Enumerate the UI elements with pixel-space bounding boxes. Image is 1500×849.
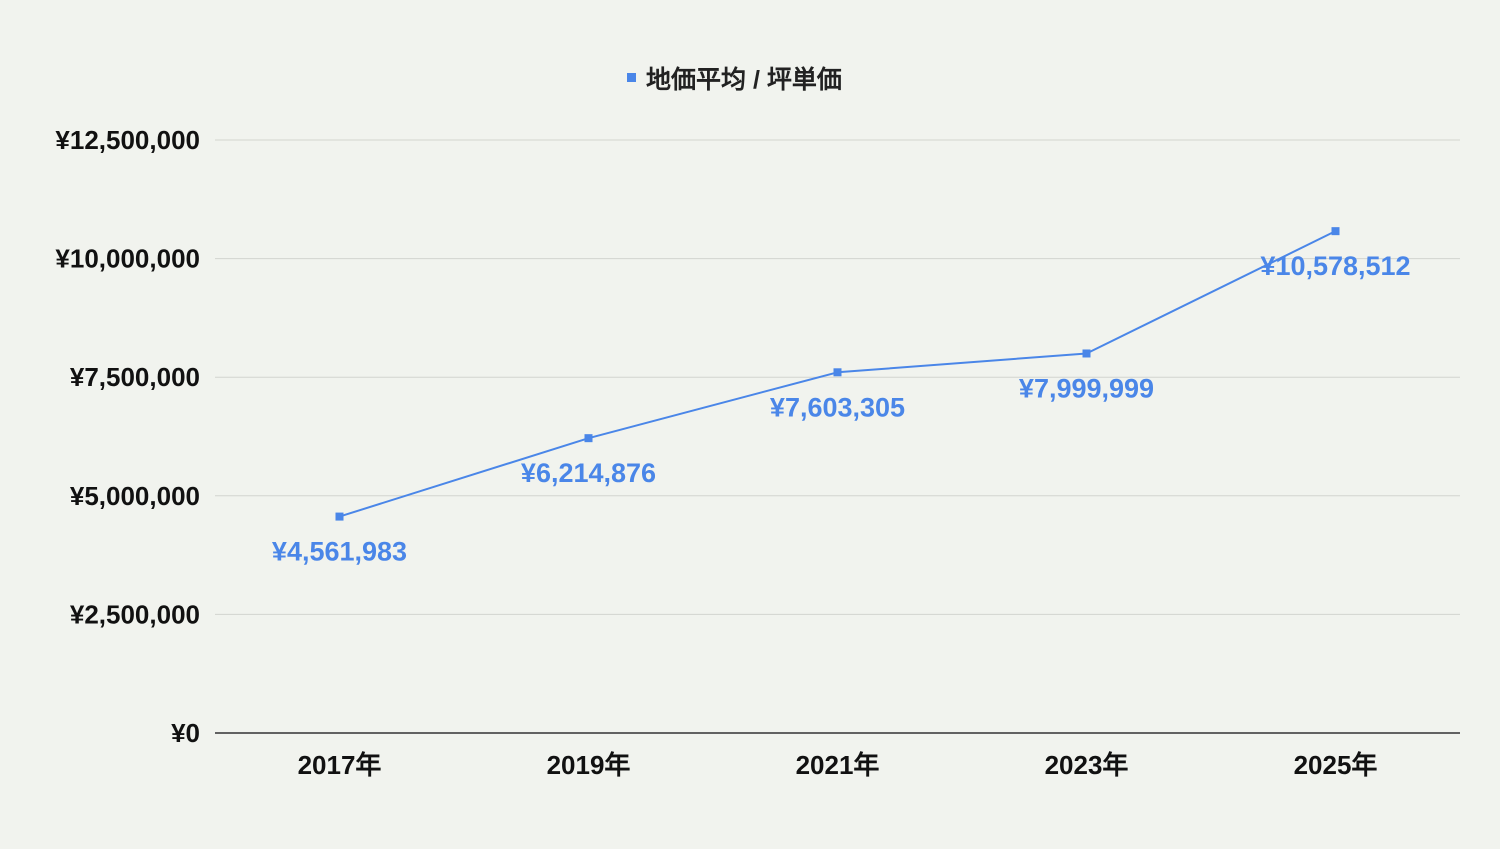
- legend: 地価平均 / 坪単価: [627, 65, 842, 94]
- y-tick-label: ¥2,500,000: [70, 599, 200, 629]
- data-label: ¥10,578,512: [1260, 251, 1410, 281]
- data-point-marker: [1082, 349, 1091, 358]
- data-label: ¥4,561,983: [272, 537, 407, 567]
- data-label: ¥7,999,999: [1019, 373, 1154, 403]
- data-point-marker: [584, 434, 593, 443]
- axes: ¥0 ¥2,500,000 ¥5,000,000 ¥7,500,000 ¥10,000,…: [55, 125, 1460, 780]
- y-tick-label: ¥0: [171, 718, 200, 748]
- series-line: [335, 227, 1340, 521]
- y-tick-label: ¥5,000,000: [70, 481, 200, 511]
- data-label: ¥6,214,876: [521, 458, 656, 488]
- x-tick-label: 2023年: [1045, 750, 1129, 780]
- data-point-marker: [833, 368, 842, 377]
- data-point-marker: [1331, 227, 1340, 236]
- legend-label: 地価平均 / 坪単価: [646, 65, 842, 94]
- data-label: ¥7,603,305: [770, 392, 905, 422]
- data-point-marker: [335, 512, 344, 521]
- gridlines: [215, 139, 1460, 615]
- legend-swatch: [627, 73, 636, 82]
- y-tick-label: ¥7,500,000: [70, 362, 200, 392]
- x-tick-label: 2025年: [1294, 750, 1378, 780]
- x-tick-label: 2017年: [298, 750, 382, 780]
- x-tick-label: 2019年: [547, 750, 631, 780]
- data-labels: ¥4,561,983 ¥6,214,876 ¥7,603,305 ¥7,999,999…: [272, 251, 1411, 566]
- x-tick-label: 2021年: [796, 750, 880, 780]
- y-tick-label: ¥10,000,000: [55, 244, 200, 274]
- y-tick-label: ¥12,500,000: [55, 125, 200, 155]
